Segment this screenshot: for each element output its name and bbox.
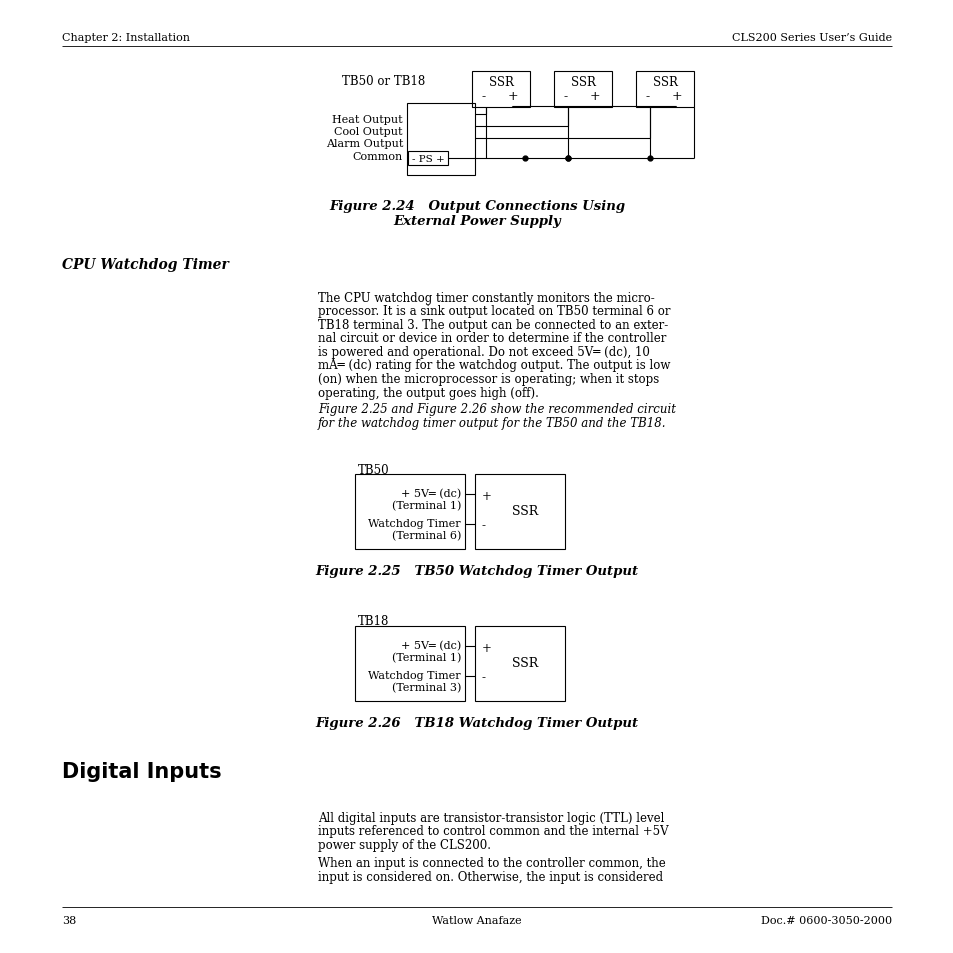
Text: 38: 38 [62, 915, 76, 925]
Bar [472, 71, 530, 108]
Text: Watchdog Timer: Watchdog Timer [368, 670, 460, 680]
Text: (Terminal 3): (Terminal 3) [392, 682, 460, 693]
Bar [636, 71, 693, 108]
Text: TB18 terminal 3. The output can be connected to an exter-: TB18 terminal 3. The output can be conne… [317, 318, 667, 332]
Text: operating, the output goes high (off).: operating, the output goes high (off). [317, 386, 538, 399]
Text: Figure 2.24   Output Connections Using: Figure 2.24 Output Connections Using [329, 200, 624, 213]
Text: +: + [589, 90, 600, 103]
Text: + 5V═ (dc): + 5V═ (dc) [400, 489, 460, 498]
Text: (Terminal 6): (Terminal 6) [392, 531, 460, 540]
Text: +: + [507, 90, 518, 103]
Text: is powered and operational. Do not exceed 5V═ (dc), 10: is powered and operational. Do not excee… [317, 346, 649, 358]
Text: input is considered on. Otherwise, the input is considered: input is considered on. Otherwise, the i… [317, 870, 662, 883]
Text: TB50: TB50 [357, 463, 389, 476]
Text: (Terminal 1): (Terminal 1) [392, 652, 460, 662]
Text: Watchdog Timer: Watchdog Timer [368, 518, 460, 529]
Text: CLS200 Series User’s Guide: CLS200 Series User’s Guide [731, 33, 891, 43]
Text: All digital inputs are transistor-transistor logic (TTL) level: All digital inputs are transistor-transi… [317, 811, 663, 824]
Bar [554, 71, 612, 108]
Text: Cool Output: Cool Output [335, 127, 402, 137]
Text: CPU Watchdog Timer: CPU Watchdog Timer [62, 257, 229, 272]
Bar [407, 104, 475, 175]
Text: -: - [563, 90, 568, 103]
Bar [408, 152, 448, 166]
Text: TB50 or TB18: TB50 or TB18 [341, 75, 425, 88]
Text: -: - [481, 90, 486, 103]
Text: (Terminal 1): (Terminal 1) [392, 500, 460, 511]
Text: mA═ (dc) rating for the watchdog output. The output is low: mA═ (dc) rating for the watchdog output.… [317, 359, 670, 372]
Text: +: + [671, 90, 682, 103]
Text: for the watchdog timer output for the TB50 and the TB18.: for the watchdog timer output for the TB… [317, 416, 666, 429]
Text: +: + [481, 641, 492, 655]
Text: External Power Supply: External Power Supply [393, 214, 560, 228]
Bar [355, 626, 464, 701]
Text: Heat Output: Heat Output [332, 115, 402, 125]
Text: Doc.# 0600-3050-2000: Doc.# 0600-3050-2000 [760, 915, 891, 925]
Text: (on) when the microprocessor is operating; when it stops: (on) when the microprocessor is operatin… [317, 373, 659, 386]
Text: SSR: SSR [488, 76, 513, 89]
Text: Figure 2.25   TB50 Watchdog Timer Output: Figure 2.25 TB50 Watchdog Timer Output [315, 564, 638, 578]
Text: Figure 2.26   TB18 Watchdog Timer Output: Figure 2.26 TB18 Watchdog Timer Output [315, 717, 638, 729]
Text: -: - [481, 518, 485, 532]
Text: When an input is connected to the controller common, the: When an input is connected to the contro… [317, 857, 665, 869]
Bar [475, 626, 564, 701]
Text: nal circuit or device in order to determine if the controller: nal circuit or device in order to determ… [317, 333, 666, 345]
Text: -: - [645, 90, 649, 103]
Text: Chapter 2: Installation: Chapter 2: Installation [62, 33, 190, 43]
Text: inputs referenced to control common and the internal +5V: inputs referenced to control common and … [317, 824, 668, 838]
Text: The CPU watchdog timer constantly monitors the micro-: The CPU watchdog timer constantly monito… [317, 292, 654, 305]
Text: SSR: SSR [570, 76, 595, 89]
Text: SSR: SSR [512, 657, 537, 669]
Text: processor. It is a sink output located on TB50 terminal 6 or: processor. It is a sink output located o… [317, 305, 670, 318]
Text: + 5V═ (dc): + 5V═ (dc) [400, 640, 460, 651]
Text: Watlow Anafaze: Watlow Anafaze [432, 915, 521, 925]
Text: - PS +: - PS + [412, 154, 444, 164]
Text: power supply of the CLS200.: power supply of the CLS200. [317, 838, 491, 851]
Text: Figure 2.25 and Figure 2.26 show the recommended circuit: Figure 2.25 and Figure 2.26 show the rec… [317, 402, 676, 416]
Text: -: - [481, 670, 485, 683]
Text: SSR: SSR [512, 504, 537, 517]
Bar [355, 475, 464, 550]
Text: Alarm Output: Alarm Output [325, 139, 402, 149]
Text: Digital Inputs: Digital Inputs [62, 761, 221, 781]
Text: TB18: TB18 [357, 615, 389, 627]
Bar [475, 475, 564, 550]
Text: Common: Common [353, 152, 402, 162]
Text: +: + [481, 490, 492, 502]
Text: SSR: SSR [652, 76, 677, 89]
